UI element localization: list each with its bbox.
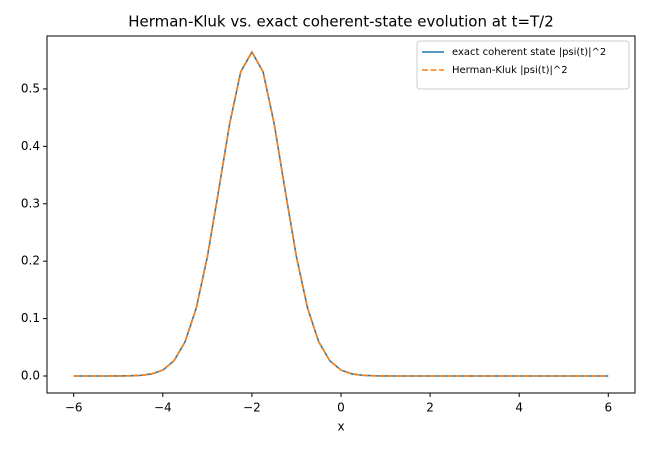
x-tick-label: −2 bbox=[243, 401, 261, 415]
legend-label: exact coherent state |psi(t)|^2 bbox=[452, 47, 606, 58]
y-tick-label: 0.3 bbox=[21, 196, 40, 210]
x-tick-label: −4 bbox=[154, 401, 172, 415]
legend-label: Herman-Kluk |psi(t)|^2 bbox=[452, 65, 568, 76]
x-tick-label: 6 bbox=[604, 401, 612, 415]
y-tick-label: 0.1 bbox=[21, 311, 40, 325]
series-line bbox=[73, 50, 609, 377]
series-line bbox=[73, 50, 609, 377]
y-tick-label: 0.5 bbox=[21, 81, 40, 95]
y-tick-label: 0.0 bbox=[21, 369, 40, 383]
y-tick-label: 0.2 bbox=[21, 254, 40, 268]
chart-title: Herman-Kluk vs. exact coherent-state evo… bbox=[128, 13, 554, 31]
y-tick-label: 0.4 bbox=[21, 139, 40, 153]
x-axis-label: x bbox=[337, 420, 344, 434]
x-tick-label: 4 bbox=[515, 401, 523, 415]
x-tick-label: 2 bbox=[426, 401, 434, 415]
x-tick-label: −6 bbox=[65, 401, 83, 415]
legend: exact coherent state |psi(t)|^2 Herman-Kl… bbox=[416, 40, 630, 90]
x-tick-label: 0 bbox=[337, 401, 345, 415]
legend-box bbox=[416, 40, 630, 90]
plot-frame bbox=[46, 35, 636, 394]
